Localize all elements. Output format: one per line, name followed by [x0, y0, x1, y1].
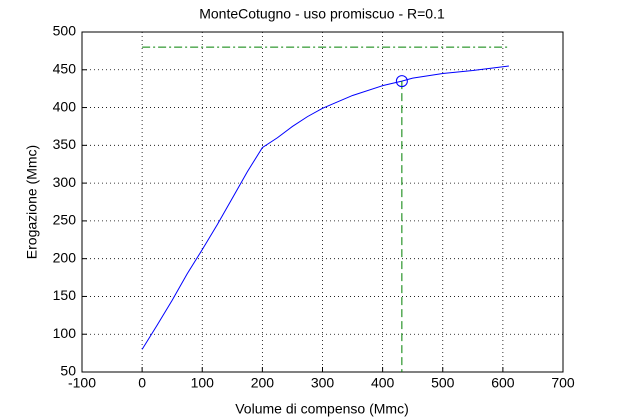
data-line — [141, 65, 509, 350]
y-tick-label: 450 — [53, 60, 77, 76]
x-tick-label: 300 — [311, 375, 335, 391]
x-tick-label: 0 — [138, 375, 146, 391]
chart-title: MonteCotugno - uso promiscuo - R=0.1 — [199, 6, 445, 22]
x-tick-label: -100 — [68, 375, 96, 391]
y-tick-label: 400 — [53, 98, 77, 114]
y-tick-label: 100 — [53, 325, 77, 341]
x-tick-label: 600 — [491, 375, 515, 391]
y-tick-label: 300 — [53, 174, 77, 190]
x-tick-label: 200 — [251, 375, 275, 391]
x-tick-label: 500 — [431, 375, 455, 391]
y-tick-label: 50 — [60, 363, 76, 379]
x-tick-label: 400 — [371, 375, 395, 391]
y-tick-label: 500 — [53, 23, 77, 39]
y-tick-label: 200 — [53, 249, 77, 265]
y-tick-label: 250 — [53, 212, 77, 228]
data-marker — [395, 75, 408, 88]
x-tick-label: 100 — [191, 375, 215, 391]
x-axis-label: Volume di compenso (Mmc) — [235, 401, 409, 417]
y-axis-label: Erogazione (Mmc) — [24, 145, 40, 259]
y-tick-label: 150 — [53, 287, 77, 303]
x-tick-label: 700 — [551, 375, 575, 391]
y-tick-label: 350 — [53, 136, 77, 152]
